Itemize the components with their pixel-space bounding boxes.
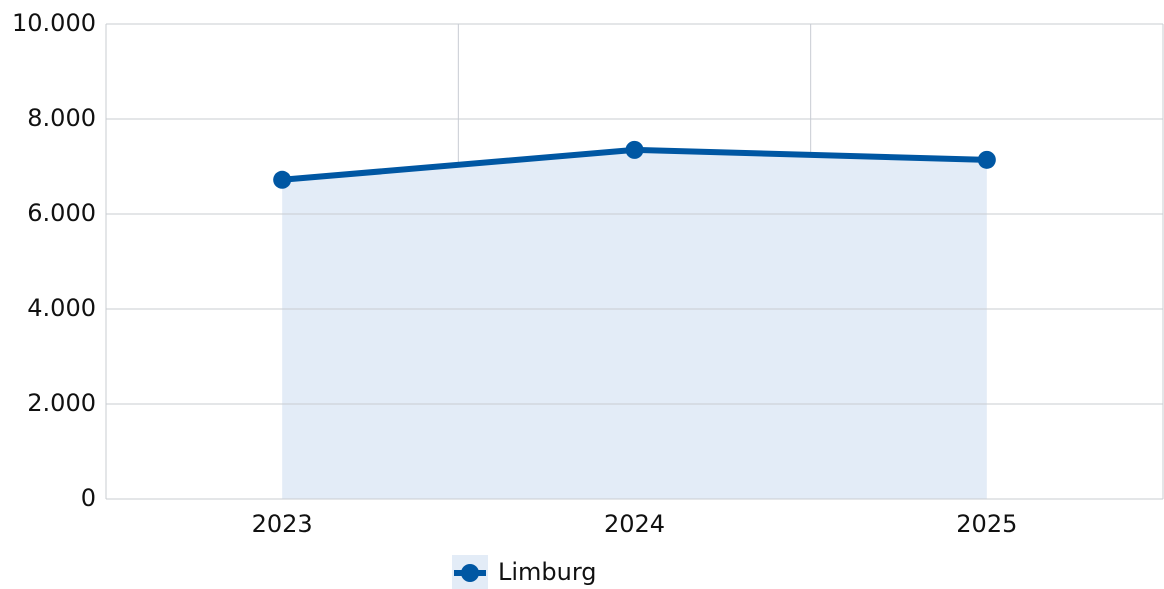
marker xyxy=(977,150,996,169)
y-tick-label: 8.000 xyxy=(27,104,96,132)
marker xyxy=(625,140,644,159)
y-tick-label: 10.000 xyxy=(12,9,96,37)
legend-label: Limburg xyxy=(498,558,597,586)
y-tick-label: 6.000 xyxy=(27,199,96,227)
y-tick-label: 0 xyxy=(81,484,96,512)
area xyxy=(282,149,987,499)
legend-marker xyxy=(461,564,479,582)
x-tick-label: 2023 xyxy=(252,510,313,538)
x-tick-label: 2025 xyxy=(956,510,1017,538)
x-tick-label: 2024 xyxy=(604,510,665,538)
y-tick-label: 4.000 xyxy=(27,294,96,322)
y-tick-label: 2.000 xyxy=(27,389,96,417)
marker xyxy=(273,170,292,189)
